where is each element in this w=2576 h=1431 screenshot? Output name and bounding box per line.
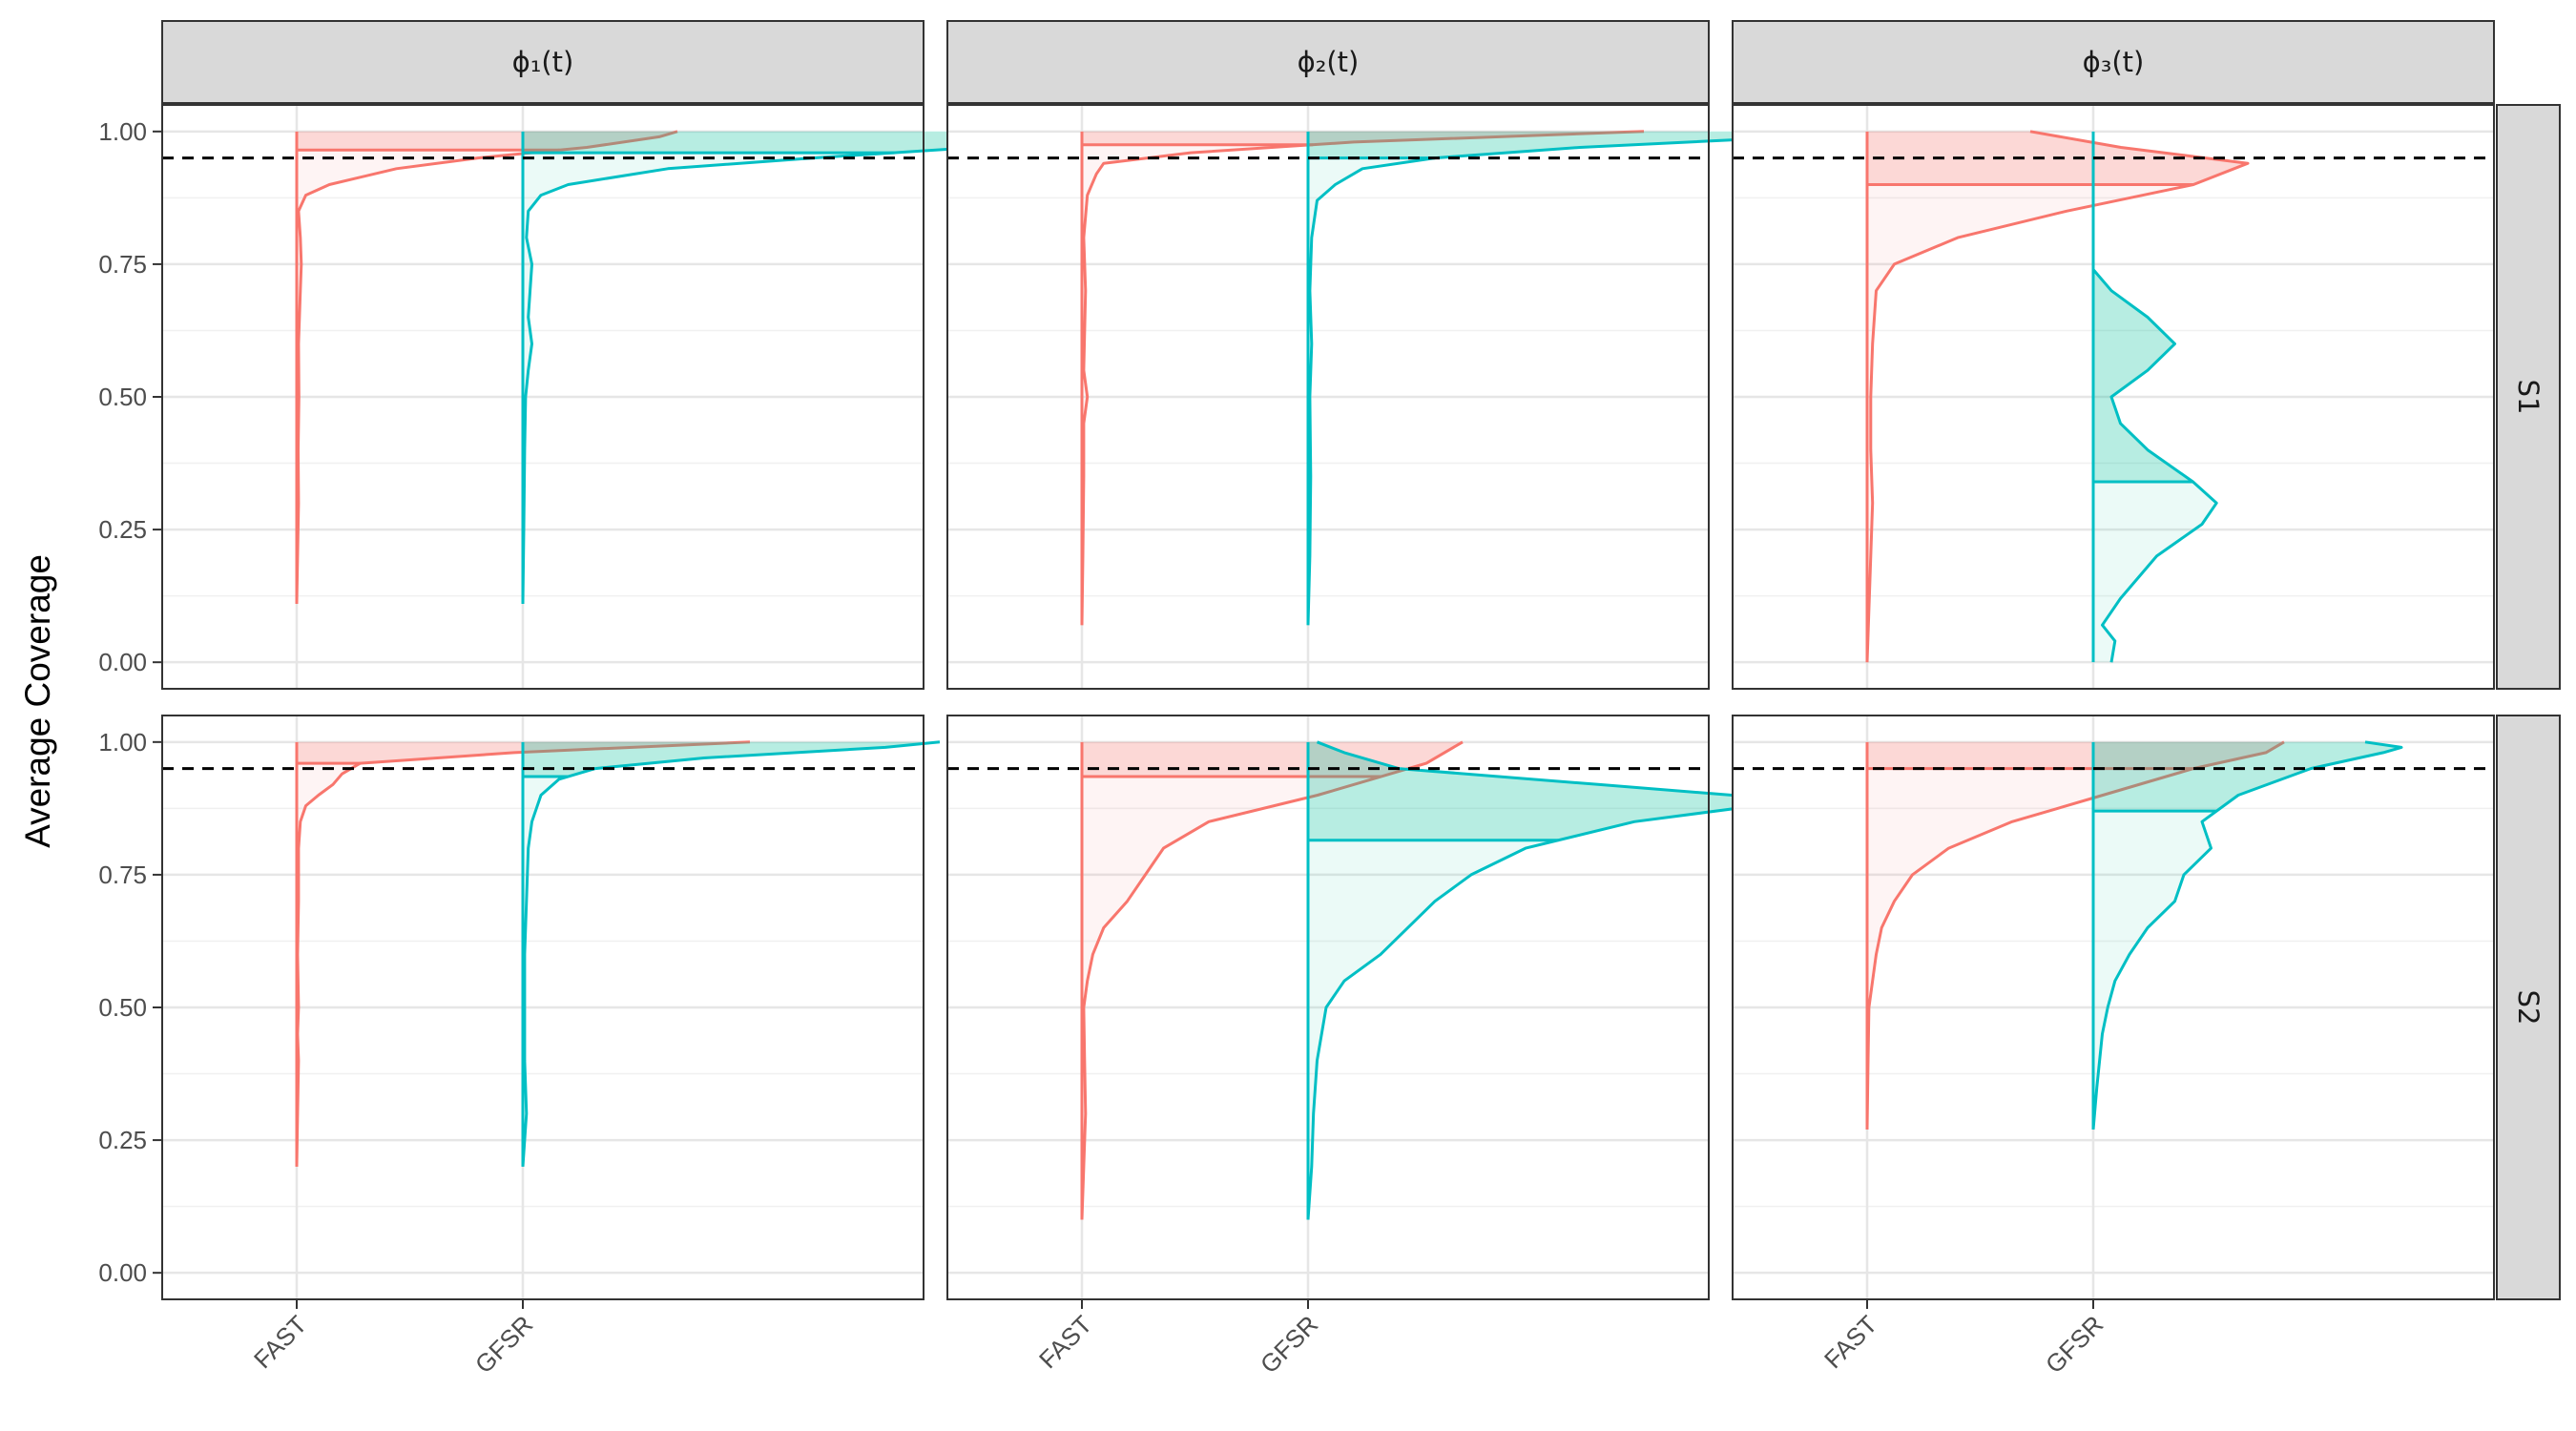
violin-outline-gfsr (1306, 130, 1835, 626)
panel-border (946, 715, 1710, 1300)
violin-outline-gfsr (1306, 740, 1799, 1220)
panel-border (1732, 715, 2495, 1300)
violin-fill-fast (297, 131, 677, 151)
violin-body-fast (297, 131, 677, 605)
violin-fill-gfsr (523, 741, 940, 777)
panel-border (1732, 104, 2495, 690)
violin-outline-gfsr (521, 130, 1086, 605)
violin-body-fast (1082, 741, 1463, 1220)
violin-outline-fast (295, 130, 678, 605)
panel: FAST GFSR (1732, 715, 2495, 1379)
y-tick-label: 0.50 (98, 383, 147, 411)
row-strip-label: S1 (2512, 380, 2545, 415)
violin-outline-fast (1080, 130, 1645, 626)
column-strip (161, 20, 924, 104)
panel (946, 104, 1835, 690)
violin-outline-gfsr (2091, 268, 2218, 663)
violin-fill-gfsr (523, 131, 1085, 154)
panel: 0.00 0.25 0.50 0.75 1.00 (98, 104, 1086, 690)
column-strip-label: ϕ₃(t) (2083, 46, 2145, 78)
column-strip (946, 20, 1710, 104)
violin-outline-gfsr (521, 740, 941, 1168)
violin-body-gfsr (523, 131, 1085, 605)
y-tick-label: 0.00 (98, 648, 147, 676)
violin-fill-gfsr (1308, 131, 1834, 158)
y-axis-label: Average Coverage (18, 554, 57, 848)
panel-border (946, 104, 1710, 690)
y-tick-label: 0.75 (98, 861, 147, 889)
violin-fill-fast (297, 741, 750, 764)
y-tick-label: 0.75 (98, 250, 147, 279)
violin-fill-fast (1867, 741, 2284, 769)
y-tick-label: 1.00 (98, 117, 147, 146)
violin-body-gfsr (2093, 741, 2401, 1130)
violin-outline-fast (1865, 130, 2250, 663)
violin-fill-fast (1082, 131, 1644, 145)
violin-body-gfsr (2093, 131, 2217, 663)
y-tick-label: 0.50 (98, 993, 147, 1022)
y-tick-label: 0.25 (98, 1126, 147, 1154)
violin-body-fast (1867, 741, 2284, 1130)
violin-outline-gfsr (2091, 740, 2403, 1130)
violin-fill-gfsr (2093, 131, 2193, 483)
y-tick-label: 1.00 (98, 728, 147, 757)
panel: FAST GFSR (946, 715, 1799, 1379)
column-strip (1732, 20, 2495, 104)
violin-outline-fast (1865, 740, 2285, 1130)
violin-body-gfsr (1308, 741, 1797, 1220)
y-tick-label: 0.25 (98, 515, 147, 544)
y-tick-label: 0.00 (98, 1258, 147, 1287)
violin-outline-fast (1080, 740, 1464, 1220)
row-strip (2496, 104, 2561, 690)
column-strip-label: ϕ₂(t) (1298, 46, 1360, 78)
row-strip-label: S2 (2512, 990, 2545, 1026)
violin-fill-gfsr (2093, 741, 2401, 812)
column-strip-label: ϕ₁(t) (512, 46, 574, 78)
panel (1732, 104, 2495, 690)
row-strip (2496, 715, 2561, 1300)
